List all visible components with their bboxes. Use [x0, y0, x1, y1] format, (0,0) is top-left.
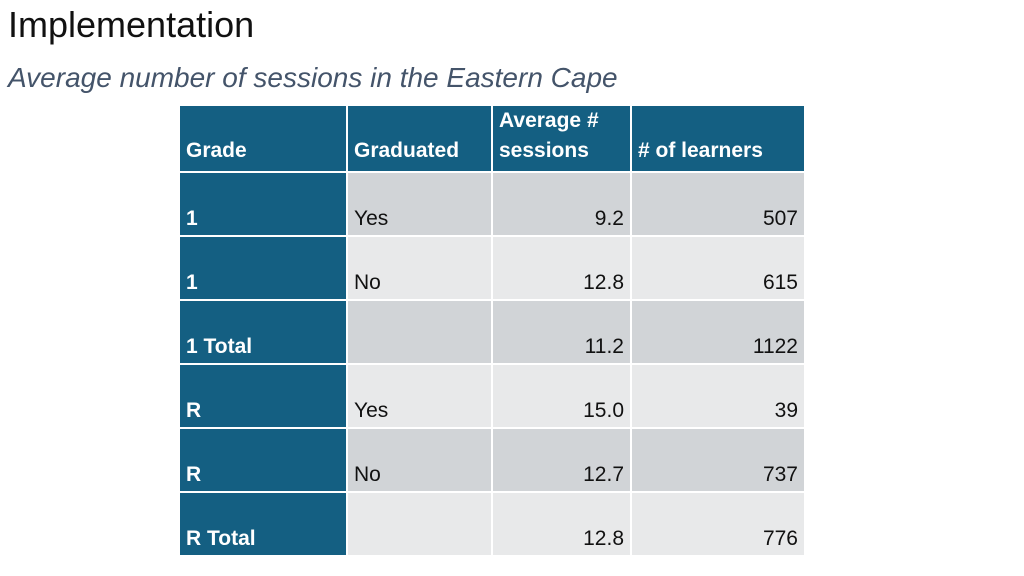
grade-cell: 1 — [180, 235, 348, 301]
header-learners: # of learners — [631, 106, 806, 173]
table-row: R No 12.7 737 — [180, 427, 806, 493]
grade-cell: R — [180, 427, 348, 493]
avg-sessions-cell: 15.0 — [492, 363, 632, 429]
header-average-sessions-line1: Average # — [499, 109, 599, 132]
graduated-cell — [347, 491, 493, 557]
learners-cell: 776 — [631, 491, 806, 557]
learners-cell: 737 — [631, 427, 806, 493]
table-row: R Total 12.8 776 — [180, 491, 806, 557]
table-header-row: Grade Graduated Average # sessions # of l… — [180, 106, 806, 173]
graduated-cell: Yes — [347, 363, 493, 429]
header-grade: Grade — [180, 106, 348, 173]
slide-title: Implementation — [8, 4, 255, 45]
learners-cell: 1122 — [631, 299, 806, 365]
learners-cell: 615 — [631, 235, 806, 301]
avg-sessions-cell: 12.7 — [492, 427, 632, 493]
slide-subtitle: Average number of sessions in the Easter… — [8, 62, 618, 93]
grade-cell: R — [180, 363, 348, 429]
avg-sessions-cell: 11.2 — [492, 299, 632, 365]
graduated-cell: No — [347, 427, 493, 493]
header-graduated: Graduated — [347, 106, 493, 173]
table-row: 1 No 12.8 615 — [180, 235, 806, 301]
learners-cell: 507 — [631, 171, 806, 237]
sessions-table: Grade Graduated Average # sessions # of l… — [180, 106, 806, 557]
avg-sessions-cell: 9.2 — [492, 171, 632, 237]
header-average-sessions-line2: sessions — [499, 139, 589, 163]
table-row: R Yes 15.0 39 — [180, 363, 806, 429]
graduated-cell: No — [347, 235, 493, 301]
table-row: 1 Yes 9.2 507 — [180, 171, 806, 237]
graduated-cell: Yes — [347, 171, 493, 237]
table-row: 1 Total 11.2 1122 — [180, 299, 806, 365]
avg-sessions-cell: 12.8 — [492, 491, 632, 557]
avg-sessions-cell: 12.8 — [492, 235, 632, 301]
grade-cell: R Total — [180, 491, 348, 557]
grade-cell: 1 — [180, 171, 348, 237]
learners-cell: 39 — [631, 363, 806, 429]
header-average-sessions: Average # sessions — [492, 106, 632, 173]
graduated-cell — [347, 299, 493, 365]
grade-cell: 1 Total — [180, 299, 348, 365]
